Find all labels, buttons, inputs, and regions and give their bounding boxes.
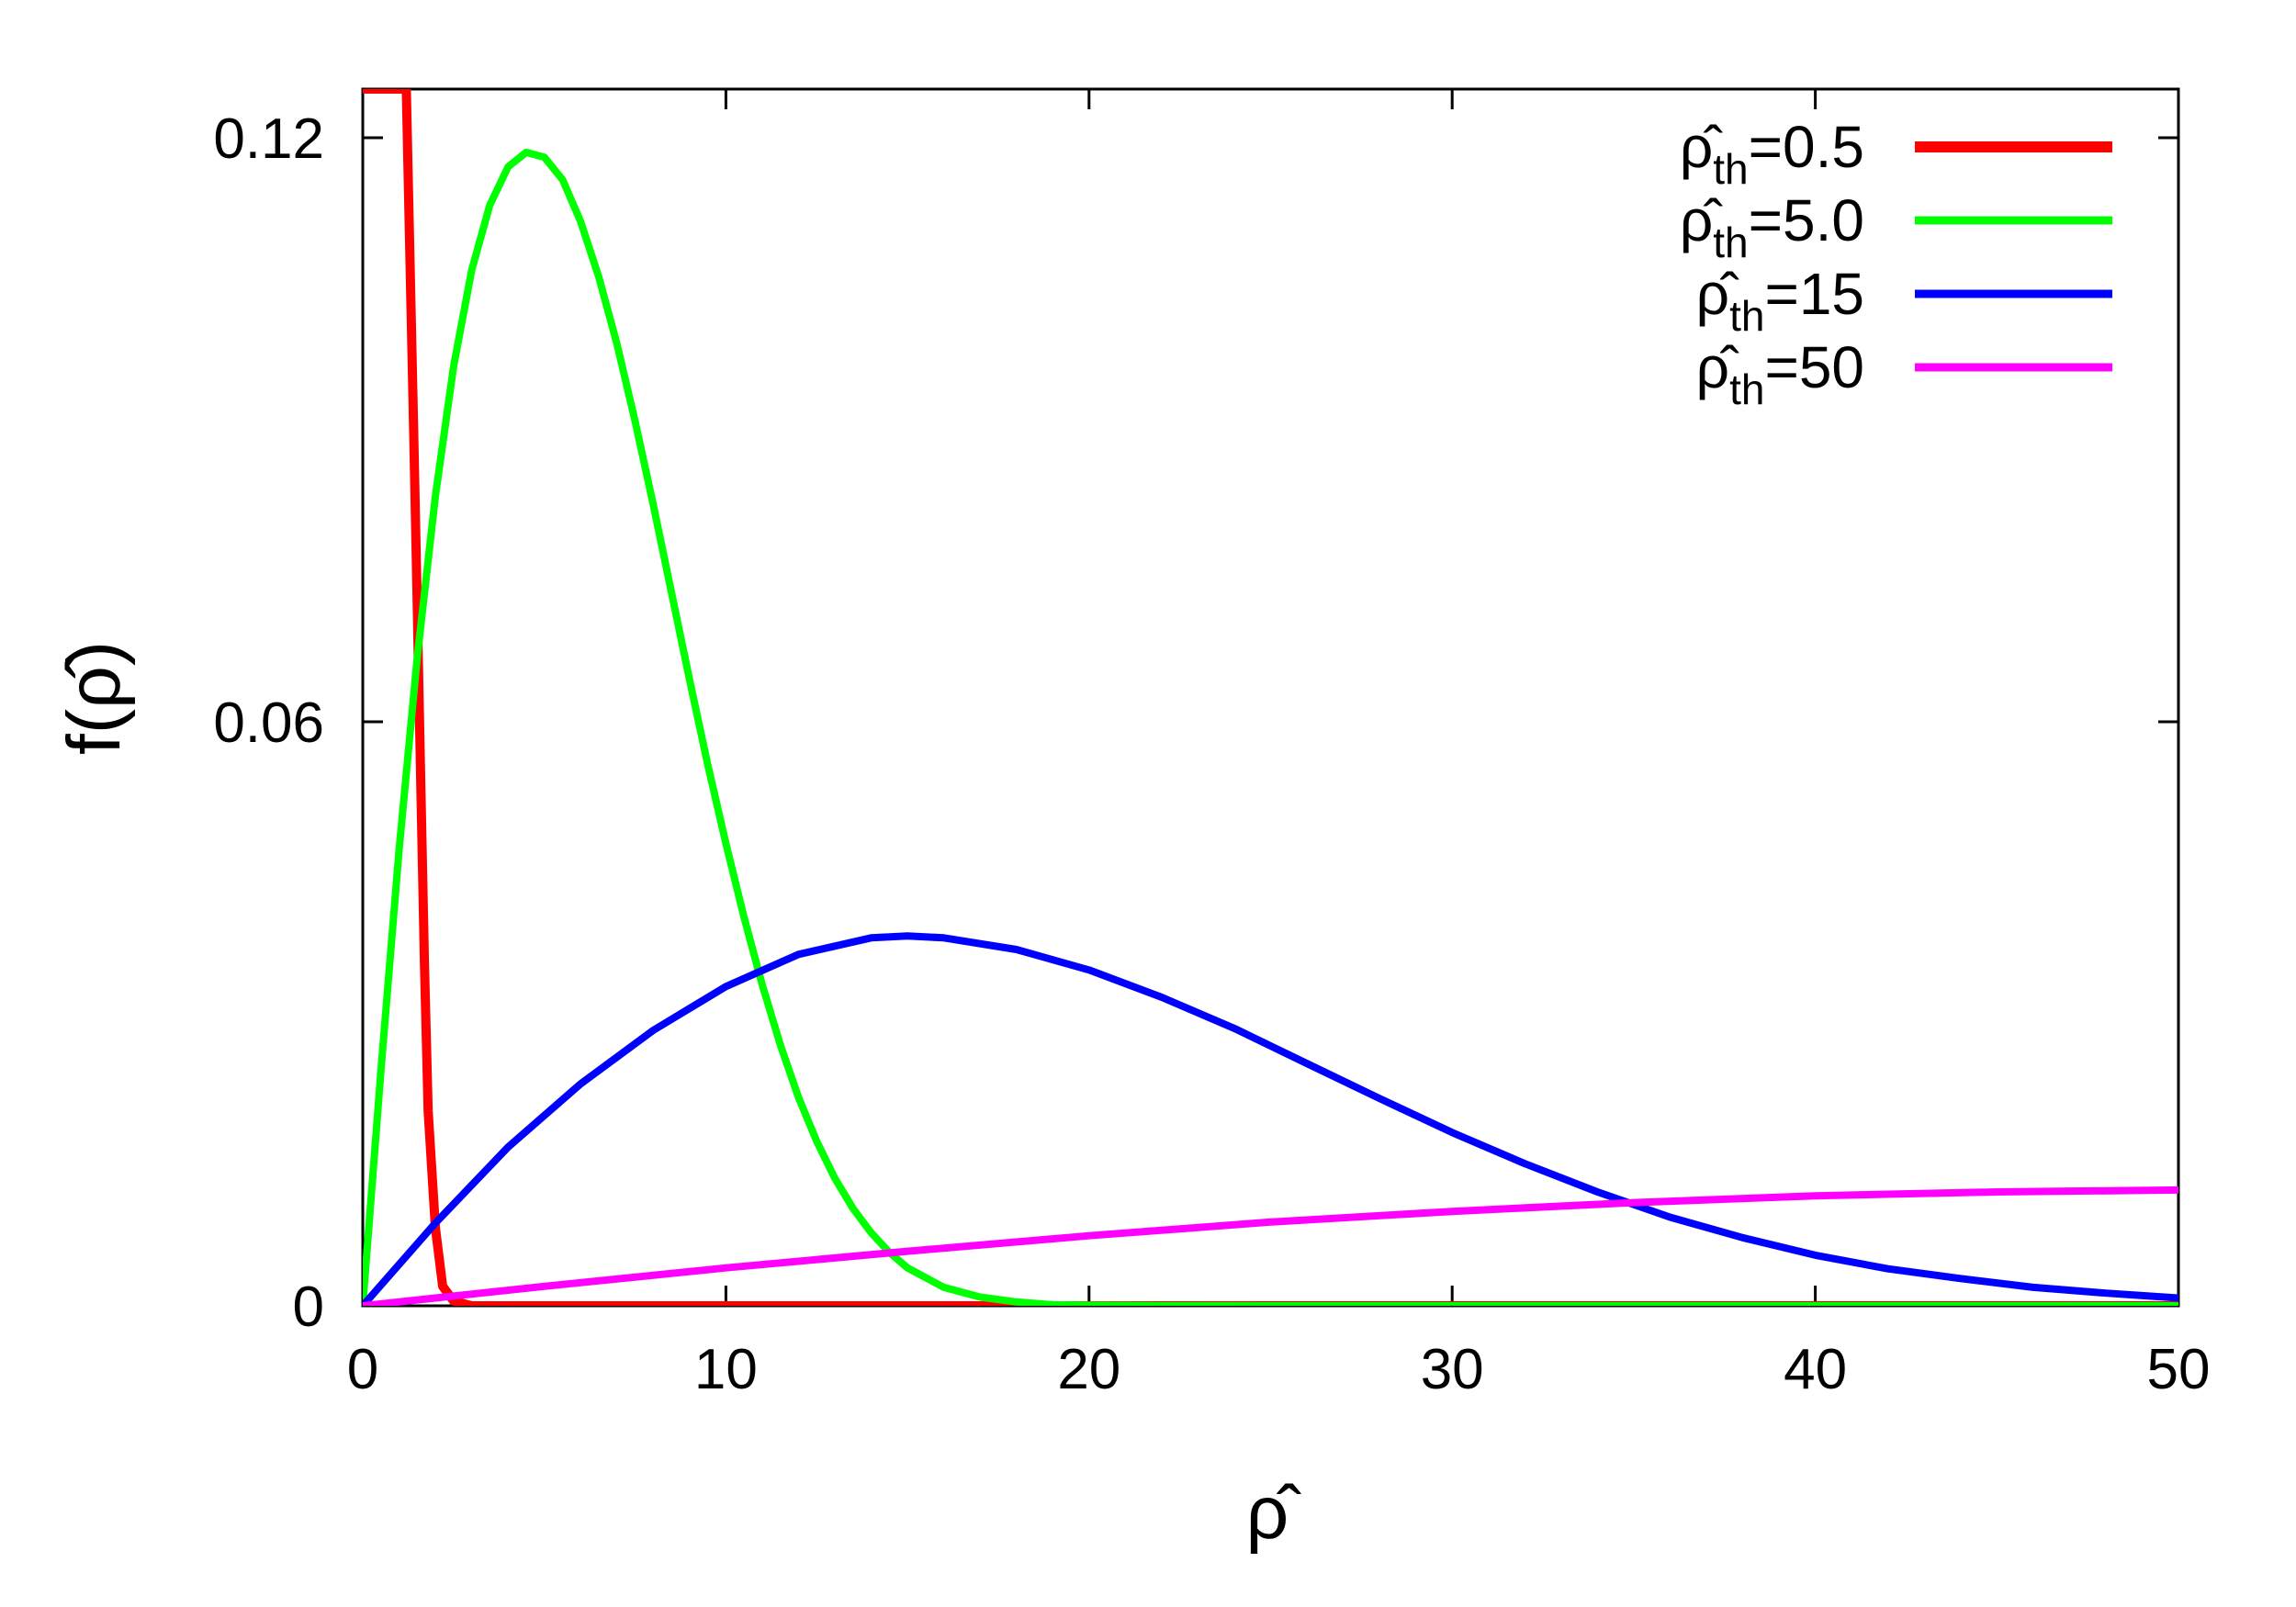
x-axis-label: ρ̂ (1246, 1471, 1302, 1555)
plot-frame (361, 87, 2180, 1308)
legend-label-2: ρ̂th=5.0 (1680, 187, 1864, 266)
axis-ticks (361, 89, 2180, 1308)
legend-label-4: ρ̂th=50 (1696, 334, 1864, 413)
x-tick-label: 30 (1421, 1338, 1484, 1401)
y-tick-label: 0.12 (213, 107, 324, 171)
x-tick-label: 0 (347, 1338, 378, 1401)
series-line-4 (363, 1186, 2178, 1306)
y-tick-labels: 0 0.06 0.12 (213, 107, 324, 1339)
x-tick-labels: 0 10 20 30 40 50 (347, 1338, 2211, 1401)
y-axis-label: f(ρ̂) (52, 641, 136, 755)
y-tick-label: 0 (293, 1275, 324, 1339)
series-line-2 (363, 148, 2178, 1306)
x-tick-label: 40 (1784, 1338, 1847, 1401)
legend: ρ̂th=0.5ρ̂th=5.0ρ̂th=15ρ̂th=50 (1680, 114, 2112, 413)
x-tick-label: 20 (1057, 1338, 1120, 1401)
series-layer (363, 89, 2178, 1306)
y-tick-label: 0.06 (213, 691, 324, 755)
legend-label-1: ρ̂th=0.5 (1680, 114, 1864, 193)
series-line-1 (363, 89, 2178, 1306)
x-tick-label: 50 (2147, 1338, 2211, 1401)
legend-label-3: ρ̂th=15 (1696, 261, 1864, 340)
x-tick-label: 10 (694, 1338, 758, 1401)
series-line-3 (363, 932, 2178, 1306)
